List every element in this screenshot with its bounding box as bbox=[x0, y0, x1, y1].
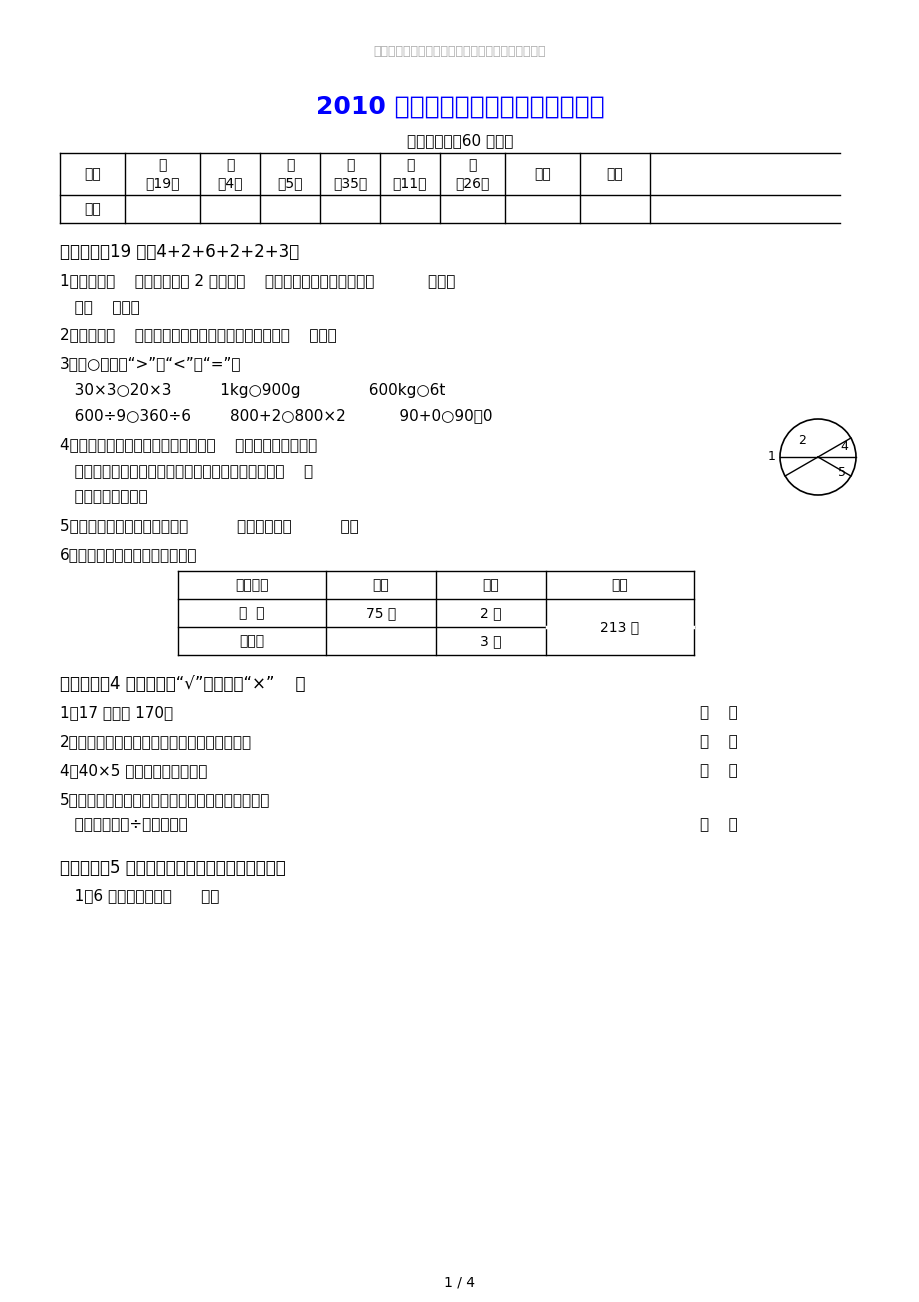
Text: 5、要检查两个数相除的商（没有余数）是否正确，: 5、要检查两个数相除的商（没有余数）是否正确， bbox=[60, 792, 270, 807]
Text: 乒乓球: 乒乓球 bbox=[239, 634, 265, 648]
Text: 区域的可能性和指向双号区域的可能性相比，指向（    ）: 区域的可能性和指向双号区域的可能性相比，指向（ ） bbox=[60, 464, 312, 479]
Text: 总分: 总分 bbox=[534, 167, 550, 181]
Text: 得分: 得分 bbox=[84, 202, 101, 216]
Text: 数量: 数量 bbox=[482, 578, 499, 592]
Text: 2、一天有（    ）小时，在一天的时间里时针正好走（    ）圈。: 2、一天有（ ）小时，在一天的时间里时针正好走（ ）圈。 bbox=[60, 327, 336, 342]
Text: 1: 1 bbox=[767, 450, 775, 464]
Text: 213 元: 213 元 bbox=[600, 620, 639, 634]
Text: 三
（5）: 三 （5） bbox=[277, 158, 302, 190]
Text: 6、请你填出每筒乒乓球多少元。: 6、请你填出每筒乒乓球多少元。 bbox=[60, 547, 198, 562]
Text: 1、17 个百是 170。: 1、17 个百是 170。 bbox=[60, 704, 173, 720]
Text: 5、估一估这张试卷的长约是（          ），宽约是（          ）。: 5、估一估这张试卷的长约是（ ），宽约是（ ）。 bbox=[60, 518, 358, 533]
Text: 1、6 个苹果大约重（      ）。: 1、6 个苹果大约重（ ）。 bbox=[60, 888, 219, 904]
Text: 二
（4）: 二 （4） bbox=[217, 158, 243, 190]
Text: 有（    ）天。: 有（ ）天。 bbox=[60, 299, 140, 315]
Text: 600÷9○360÷6        800+2○800×2           90+0○90－0: 600÷9○360÷6 800+2○800×2 90+0○90－0 bbox=[60, 408, 492, 423]
Text: （    ）: （ ） bbox=[699, 763, 737, 779]
Text: 单价: 单价 bbox=[372, 578, 389, 592]
Text: 2、最大的三位数乘最大一位数，积是三位数。: 2、最大的三位数乘最大一位数，积是三位数。 bbox=[60, 734, 252, 749]
Text: 足  球: 足 球 bbox=[239, 605, 265, 620]
Text: 物品名称: 物品名称 bbox=[235, 578, 268, 592]
Text: 2 个: 2 个 bbox=[480, 605, 501, 620]
Text: 3 筒: 3 筒 bbox=[480, 634, 501, 648]
Text: 总价: 总价 bbox=[611, 578, 628, 592]
Text: 1 / 4: 1 / 4 bbox=[444, 1275, 475, 1289]
Text: 一
（19）: 一 （19） bbox=[145, 158, 179, 190]
Text: 不可以用除数÷商来验算。: 不可以用除数÷商来验算。 bbox=[60, 816, 187, 832]
Text: 文档供参考，可复制、编制，期待您的好评与关注！: 文档供参考，可复制、编制，期待您的好评与关注！ bbox=[373, 46, 546, 59]
Text: 三、选择。5 分（把正确答案的序号填在括号里）: 三、选择。5 分（把正确答案的序号填在括号里） bbox=[60, 859, 286, 878]
Text: （完卷时间：60 分钟）: （完卷时间：60 分钟） bbox=[406, 133, 513, 148]
Text: 1、一年有（    ）个月，今年 2 月份有（    ）天，第三季度的月份是（           ），共: 1、一年有（ ）个月，今年 2 月份有（ ）天，第三季度的月份是（ ），共 bbox=[60, 273, 455, 288]
Text: 5: 5 bbox=[837, 466, 845, 479]
Text: 2: 2 bbox=[797, 435, 805, 448]
Text: 3、在○里填上“>”、“<”、“=”。: 3、在○里填上“>”、“<”、“=”。 bbox=[60, 355, 242, 371]
Text: 六
（26）: 六 （26） bbox=[455, 158, 489, 190]
Text: 二、判断。4 分（对的打“√”，错的打“×”    ）: 二、判断。4 分（对的打“√”，错的打“×” ） bbox=[60, 674, 305, 693]
Text: 区域的可能性大。: 区域的可能性大。 bbox=[60, 490, 147, 504]
Text: 等级: 等级 bbox=[606, 167, 623, 181]
Text: 4: 4 bbox=[839, 440, 847, 453]
Text: 四
（35）: 四 （35） bbox=[333, 158, 367, 190]
Text: （    ）: （ ） bbox=[699, 816, 737, 832]
Text: 五
（11）: 五 （11） bbox=[392, 158, 426, 190]
Text: 30×3○20×3          1kg○900g              600kg○6t: 30×3○20×3 1kg○900g 600kg○6t bbox=[60, 383, 445, 398]
Text: 4、40×5 的积末尾有一个零。: 4、40×5 的积末尾有一个零。 bbox=[60, 763, 207, 779]
Text: （    ）: （ ） bbox=[699, 734, 737, 749]
Text: 2010 年小学三年级数学上册期末试卷: 2010 年小学三年级数学上册期末试卷 bbox=[315, 95, 604, 118]
Text: （    ）: （ ） bbox=[699, 704, 737, 720]
Text: 75 元: 75 元 bbox=[366, 605, 396, 620]
Text: 一、填空。19 分（4+2+6+2+2+3）: 一、填空。19 分（4+2+6+2+2+3） bbox=[60, 243, 299, 260]
Text: 题次: 题次 bbox=[84, 167, 101, 181]
Text: 4、右面的转盘，指针最有可能指向（    ）号区域。指向单号: 4、右面的转盘，指针最有可能指向（ ）号区域。指向单号 bbox=[60, 437, 317, 452]
